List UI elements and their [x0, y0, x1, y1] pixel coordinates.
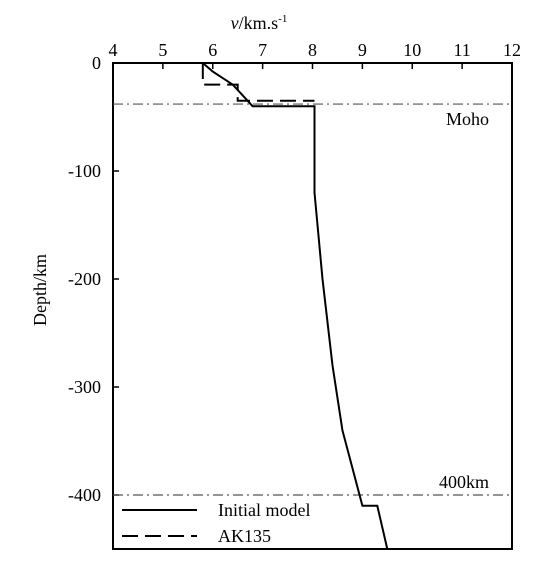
- legend-label: Initial model: [218, 500, 310, 520]
- y-tick-label: -400: [68, 485, 101, 505]
- y-tick-label: -300: [68, 377, 101, 397]
- x-tick-label: 4: [109, 40, 118, 60]
- legend-label: AK135: [218, 526, 271, 546]
- x-tick-label: 12: [503, 40, 521, 60]
- x-tick-label: 10: [403, 40, 421, 60]
- plot-area: 4 5 6 7 8 9 10 11 12 0 -100 -200 -300 -400 Moho 400km In…: [68, 40, 521, 550]
- reference-line-label: Moho: [446, 109, 489, 129]
- x-tick-label: 9: [358, 40, 367, 60]
- y-tick-label: -100: [68, 161, 101, 181]
- series-line: [201, 63, 315, 102]
- x-tick-label: 6: [208, 40, 217, 60]
- x-axis-label: v/km.s-1: [231, 13, 288, 33]
- series-line: [202, 62, 389, 550]
- y-tick-label: 0: [92, 53, 101, 73]
- x-tick-label: 8: [308, 40, 317, 60]
- x-tick-label: 11: [453, 40, 470, 60]
- y-tick-label: -200: [68, 269, 101, 289]
- x-tick-label: 5: [158, 40, 167, 60]
- y-axis-label: Depth/km: [30, 254, 50, 326]
- x-tick-label: 7: [258, 40, 267, 60]
- reference-line-label: 400km: [439, 472, 489, 492]
